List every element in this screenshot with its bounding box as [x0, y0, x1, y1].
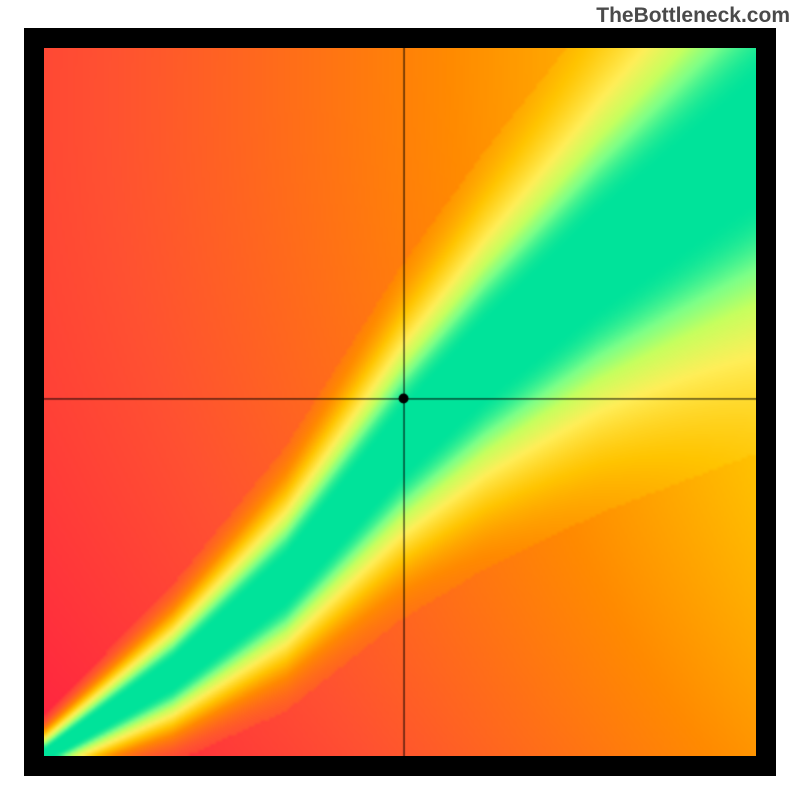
chart-container: TheBottleneck.com — [0, 0, 800, 800]
attribution-text: TheBottleneck.com — [596, 4, 790, 28]
chart-frame-border — [24, 28, 776, 776]
